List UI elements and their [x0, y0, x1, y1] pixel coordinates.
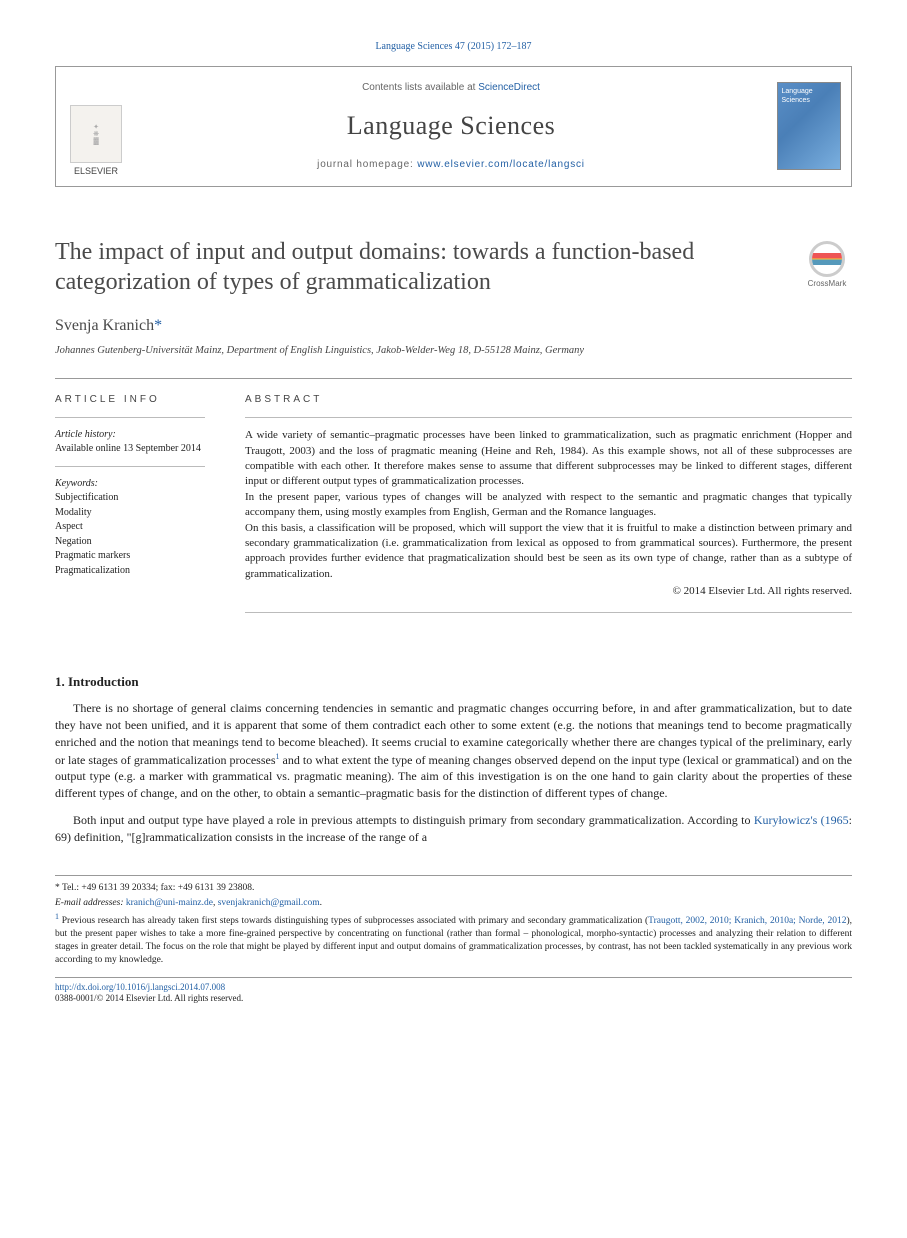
crossmark-icon [809, 241, 845, 277]
article-title: The impact of input and output domains: … [55, 237, 782, 297]
publisher-logo-block: ✦❋▓ ELSEVIER [56, 67, 136, 186]
body-paragraph: Both input and output type have played a… [55, 812, 852, 846]
keyword: Subjectification [55, 491, 225, 505]
publisher-label: ELSEVIER [74, 165, 118, 177]
citation-link[interactable]: Traugott, 2002, 2010; Kranich, 2010a; No… [648, 916, 846, 926]
article-info-heading: ARTICLE INFO [55, 393, 225, 407]
abstract-para: On this basis, a classification will be … [245, 521, 852, 583]
doi-block: http://dx.doi.org/10.1016/j.langsci.2014… [55, 977, 852, 1005]
issn-copyright-line: 0388-0001/© 2014 Elsevier Ltd. All right… [55, 993, 852, 1005]
divider [55, 466, 205, 467]
doi-link[interactable]: http://dx.doi.org/10.1016/j.langsci.2014… [55, 982, 225, 992]
abstract-para: A wide variety of semantic–pragmatic pro… [245, 428, 852, 490]
email-label: E-mail addresses: [55, 898, 124, 908]
footnote-marker: 1 [55, 912, 59, 921]
banner-right: Language Sciences [766, 67, 851, 186]
citation-header: Language Sciences 47 (2015) 172–187 [55, 40, 852, 67]
crossmark-badge[interactable]: CrossMark [802, 241, 852, 290]
elsevier-tree-icon: ✦❋▓ [70, 105, 122, 163]
homepage-link[interactable]: www.elsevier.com/locate/langsci [417, 159, 585, 170]
keyword: Pragmaticalization [55, 564, 225, 578]
author-name: Svenja Kranich [55, 317, 154, 334]
journal-cover-thumb: Language Sciences [777, 82, 841, 170]
keyword: Pragmatic markers [55, 549, 225, 563]
divider [55, 417, 205, 418]
history-online-date: Available online 13 September 2014 [55, 442, 225, 456]
homepage-prefix: journal homepage: [317, 159, 417, 170]
footnote-1: 1 Previous research has already taken fi… [55, 912, 852, 966]
section-heading: 1. Introduction [55, 673, 852, 691]
email-link[interactable]: svenjakranich@gmail.com [218, 898, 320, 908]
abstract-copyright: © 2014 Elsevier Ltd. All rights reserved… [245, 584, 852, 599]
corresponding-author-footnote: * Tel.: +49 6131 39 20334; fax: +49 6131… [55, 882, 852, 895]
footnote-text: Previous research has already taken firs… [62, 916, 648, 926]
keyword: Aspect [55, 520, 225, 534]
body-paragraph: There is no shortage of general claims c… [55, 700, 852, 802]
banner-center: Contents lists available at ScienceDirec… [136, 67, 766, 186]
journal-name: Language Sciences [347, 108, 555, 143]
keyword: Modality [55, 506, 225, 520]
contents-line: Contents lists available at ScienceDirec… [362, 81, 540, 95]
abstract-heading: ABSTRACT [245, 393, 852, 407]
author-corresponding-marker[interactable]: * [154, 317, 162, 334]
divider [245, 417, 852, 418]
affiliation: Johannes Gutenberg-Universität Mainz, De… [55, 344, 852, 358]
abstract-column: ABSTRACT A wide variety of semantic–prag… [245, 393, 852, 622]
authors-line: Svenja Kranich* [55, 315, 852, 337]
homepage-line: journal homepage: www.elsevier.com/locat… [317, 158, 585, 172]
citation-link[interactable]: Kuryłowicz's (1965 [754, 813, 849, 827]
contents-prefix: Contents lists available at [362, 82, 478, 93]
divider [245, 612, 852, 613]
sciencedirect-link[interactable]: ScienceDirect [478, 82, 540, 93]
keywords-label: Keywords: [55, 477, 225, 491]
crossmark-label: CrossMark [802, 279, 852, 290]
history-label: Article history: [55, 428, 225, 442]
body-text: Both input and output type have played a… [73, 813, 754, 827]
abstract-para: In the present paper, various types of c… [245, 490, 852, 521]
journal-banner: ✦❋▓ ELSEVIER Contents lists available at… [55, 67, 852, 187]
footnotes-block: * Tel.: +49 6131 39 20334; fax: +49 6131… [55, 875, 852, 966]
keyword: Negation [55, 535, 225, 549]
email-link[interactable]: kranich@uni-mainz.de [126, 898, 213, 908]
email-footnote: E-mail addresses: kranich@uni-mainz.de, … [55, 897, 852, 910]
article-info-column: ARTICLE INFO Article history: Available … [55, 393, 245, 622]
